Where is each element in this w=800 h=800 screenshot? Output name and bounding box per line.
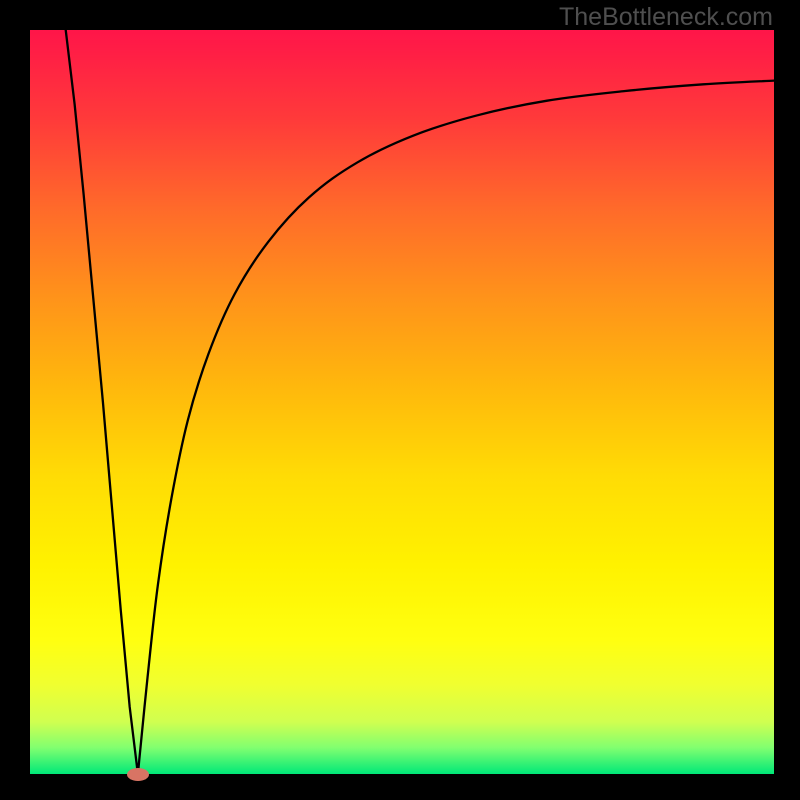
curve-line [30,30,774,774]
chart-container: TheBottleneck.com [0,0,800,800]
dip-marker [127,768,149,781]
watermark-text: TheBottleneck.com [559,3,773,32]
plot-area [30,30,774,774]
